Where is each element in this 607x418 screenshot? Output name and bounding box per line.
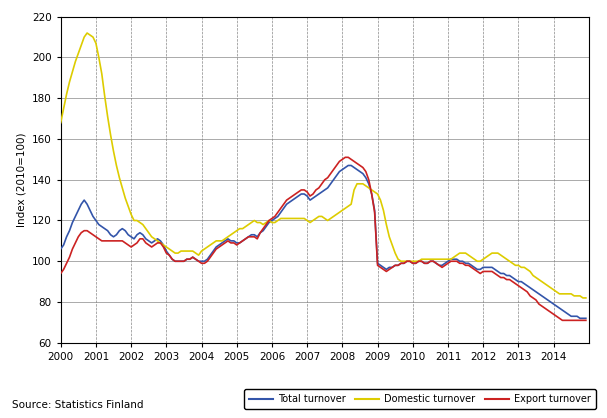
Legend: Total turnover, Domestic turnover, Export turnover: Total turnover, Domestic turnover, Expor… bbox=[243, 389, 596, 409]
Y-axis label: Index (2010=100): Index (2010=100) bbox=[16, 133, 26, 227]
Text: Source: Statistics Finland: Source: Statistics Finland bbox=[12, 400, 144, 410]
